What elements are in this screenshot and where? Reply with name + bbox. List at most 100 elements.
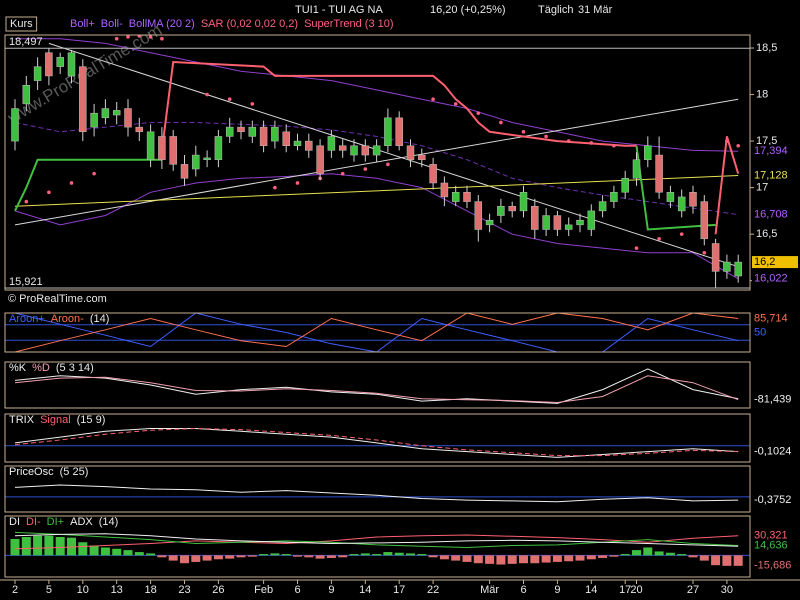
histogram-bar xyxy=(338,555,348,558)
sar-dot xyxy=(340,171,345,176)
sar-dot xyxy=(295,181,300,185)
histogram-bar xyxy=(383,552,393,556)
value-box xyxy=(752,539,798,552)
panel-frame xyxy=(4,312,751,353)
legend-entry: Boll- xyxy=(101,18,123,30)
sar-dot xyxy=(137,35,142,38)
panel-plot xyxy=(14,368,739,404)
histogram-bar xyxy=(202,555,212,561)
histogram-bar xyxy=(552,555,562,562)
value-box xyxy=(752,144,798,157)
histogram-bar xyxy=(507,555,517,564)
legend-entry: PriceOsc xyxy=(9,466,54,478)
legend-entry: Boll+ xyxy=(70,18,95,30)
value-label: -0,1024 xyxy=(754,446,791,458)
value-box xyxy=(752,256,798,269)
histogram-bar xyxy=(225,555,235,559)
histogram-bar xyxy=(598,555,608,558)
sar-dot xyxy=(250,102,255,106)
panel-frame xyxy=(4,515,751,578)
extreme-label: 15,921 xyxy=(9,276,43,288)
legend-entry: BollMA (20 2) xyxy=(129,18,195,30)
indicator-line xyxy=(14,375,739,404)
panel-plot xyxy=(5,313,750,352)
x-tick-label: 27 xyxy=(687,584,699,596)
histogram-bar xyxy=(372,554,382,556)
candle-body xyxy=(112,110,121,116)
histogram-bar xyxy=(575,555,585,561)
histogram-bar xyxy=(688,555,698,558)
candle-body xyxy=(576,219,584,226)
panel-plot xyxy=(5,427,750,458)
y-tick-label: 18,5 xyxy=(756,42,777,54)
candle-body xyxy=(293,140,302,146)
indicator-line xyxy=(14,533,739,547)
sar-dot xyxy=(725,139,729,143)
histogram-bar xyxy=(270,553,280,556)
value-box xyxy=(752,393,798,406)
y-tick-label: 16,5 xyxy=(756,228,777,240)
sar-dot xyxy=(386,162,390,167)
overlay-line xyxy=(14,175,739,207)
candle-body xyxy=(316,145,324,174)
histogram-bar xyxy=(44,535,54,556)
legend-entry: %D xyxy=(32,362,50,374)
sar-dot xyxy=(544,134,548,139)
histogram-bar xyxy=(349,554,359,556)
candle-body xyxy=(406,145,415,160)
x-tick-label: 2 xyxy=(12,584,18,596)
indicator-line xyxy=(14,313,739,352)
panel-frame xyxy=(4,413,751,463)
candle-body xyxy=(214,136,223,160)
legend-params: (5 25) xyxy=(60,466,89,478)
histogram-bar xyxy=(632,550,641,556)
histogram-bar xyxy=(677,554,687,556)
candle-body xyxy=(180,164,189,179)
x-tick-label: Feb xyxy=(254,584,273,596)
value-label: -15,686 xyxy=(754,560,791,572)
histogram-bar xyxy=(496,555,506,565)
candle-body xyxy=(564,224,573,230)
candle-body xyxy=(587,210,596,230)
histogram-bar xyxy=(643,547,653,556)
candle-body xyxy=(598,201,607,212)
panel-frame xyxy=(4,361,751,409)
histogram-bar xyxy=(609,555,619,557)
candle-body xyxy=(689,192,697,207)
candle-body xyxy=(22,85,31,105)
y-tick-label: 17 xyxy=(756,182,768,194)
overlay-line xyxy=(14,98,739,226)
sar-dot xyxy=(24,199,29,204)
value-box xyxy=(752,559,798,572)
value-box xyxy=(752,493,798,506)
candle-body xyxy=(259,126,268,146)
histogram-bar xyxy=(180,555,189,564)
candle-body xyxy=(67,52,76,77)
candle-body xyxy=(553,215,562,230)
x-tick-label: 17 xyxy=(619,584,631,596)
candle-body xyxy=(632,159,641,179)
histogram-bar xyxy=(564,555,574,562)
candle-body xyxy=(11,108,19,142)
x-tick-label: 6 xyxy=(520,584,526,596)
indicator-line xyxy=(14,313,739,352)
indicator-line xyxy=(14,534,739,550)
candle-body xyxy=(225,126,234,137)
candle-body xyxy=(282,131,290,146)
sar-dot xyxy=(736,143,740,148)
panel-plot xyxy=(5,531,750,566)
candle-body xyxy=(621,178,629,193)
sar-dot xyxy=(521,129,526,134)
legend-entry: SAR (0,02 0,02 0,2) xyxy=(201,18,298,30)
indicator-line xyxy=(14,428,739,458)
value-label: 14,636 xyxy=(754,540,788,552)
sar-dot xyxy=(273,185,277,190)
value-label: -0,3752 xyxy=(754,494,791,506)
candle-body xyxy=(485,219,494,226)
histogram-bar xyxy=(541,555,551,563)
candle-body xyxy=(169,136,177,165)
histogram-bar xyxy=(620,554,630,556)
value-box xyxy=(752,312,798,325)
overlay-line xyxy=(15,38,739,152)
legend-entry: Signal xyxy=(40,414,71,426)
